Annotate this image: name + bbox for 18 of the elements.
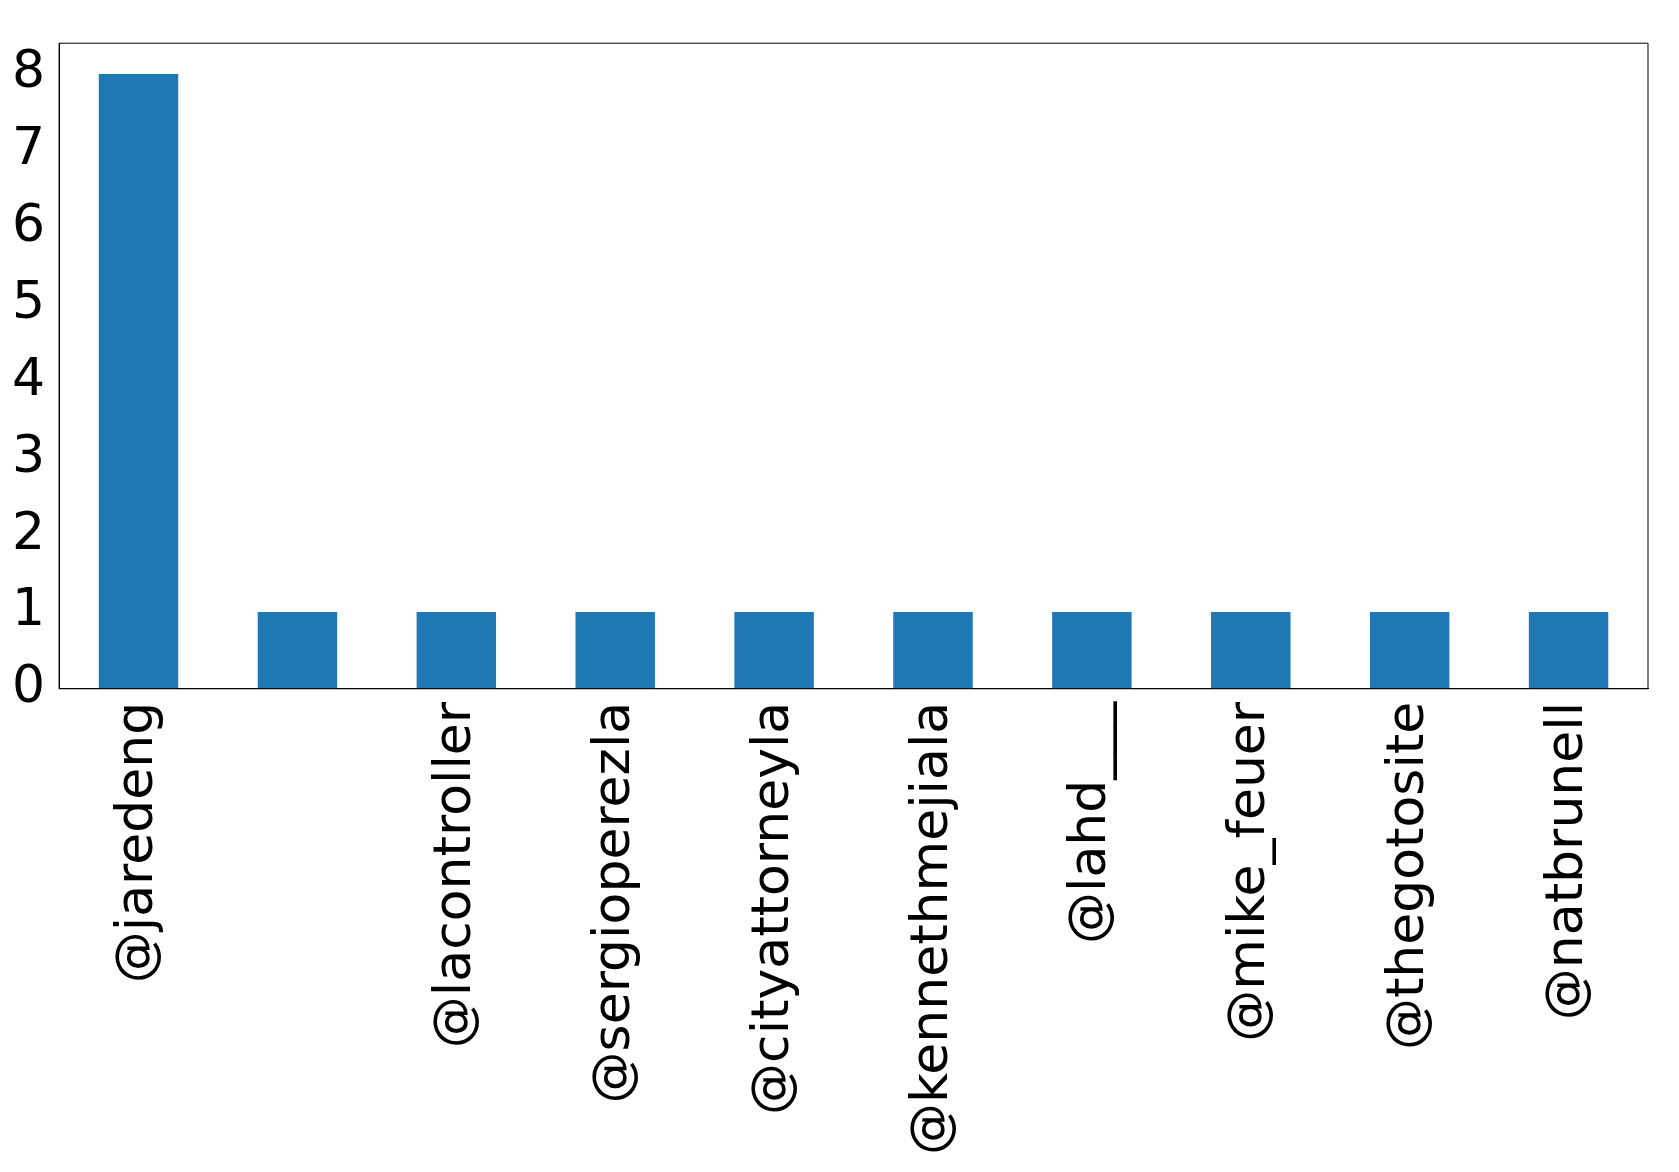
x-tick-label: @lahd___ (1057, 700, 1118, 945)
x-tick-label: @cityattorneyla (739, 701, 800, 1115)
y-tick-label: 3 (11, 423, 46, 484)
x-tick-label: @kennethmejiala (898, 701, 959, 1156)
y-tick-label: 1 (11, 577, 46, 638)
y-tick-label: 2 (11, 500, 46, 561)
y-tick-label: 7 (11, 116, 46, 177)
y-tick-label: 8 (11, 39, 46, 100)
x-tick-label: @thegotosite (1375, 701, 1436, 1051)
x-tick-label: @jaredeng (104, 701, 165, 984)
y-tick-label: 5 (11, 270, 46, 331)
x-tick-label: @lacontroller (421, 701, 482, 1049)
y-tick-label: 0 (11, 654, 46, 715)
x-tick-label: @mike_feuer (1216, 701, 1277, 1042)
x-tick-label: @sergioperezla (580, 701, 641, 1104)
y-tick-label: 6 (11, 193, 46, 254)
y-tick-label: 4 (11, 346, 46, 407)
x-tick-label: @natbrunell (1534, 701, 1595, 1021)
